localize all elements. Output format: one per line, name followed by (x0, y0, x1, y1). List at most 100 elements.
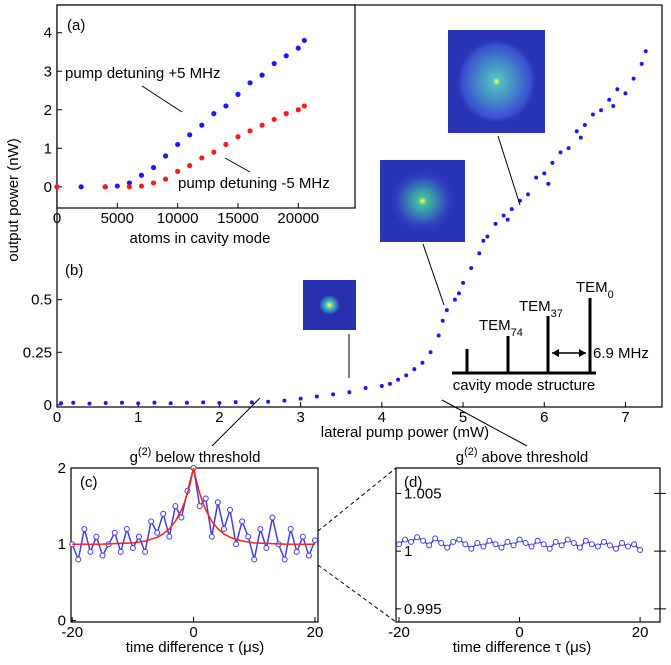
point (175, 168, 181, 175)
point (217, 401, 222, 406)
title-base: g (130, 449, 138, 466)
point (639, 61, 644, 66)
marker (396, 541, 403, 548)
point (259, 122, 265, 128)
x-axis-label: time difference τ (μs) (453, 639, 592, 656)
marker (123, 525, 130, 532)
point (175, 141, 181, 148)
point (199, 122, 205, 128)
marker (287, 525, 294, 532)
pointer (211, 397, 261, 447)
marker (444, 544, 451, 551)
point (259, 72, 265, 78)
legend-label: pump detuning +5 MHz (65, 65, 221, 82)
point (150, 180, 157, 186)
point (534, 175, 539, 180)
title-sup: (2) (464, 446, 477, 458)
y-tick-label: 1 (44, 140, 52, 157)
x-tick-label: 4 (378, 409, 386, 426)
marker (166, 533, 173, 540)
point (574, 129, 579, 134)
marker (99, 552, 106, 559)
marker (625, 543, 632, 550)
marker (202, 495, 209, 502)
mode-label: TEM74 (479, 317, 523, 339)
point (271, 60, 277, 67)
marker (510, 542, 517, 549)
mode-caption: cavity mode structure (453, 377, 596, 394)
x-tick-label: 20000 (277, 210, 319, 227)
y-tick-label: 1 (404, 543, 412, 560)
point (152, 400, 157, 405)
x-tick-label: 7 (621, 409, 629, 426)
mode-label-text: TEM (576, 279, 608, 296)
point (363, 386, 368, 391)
point (566, 146, 571, 151)
x-tick-label: 5000 (101, 210, 134, 227)
mode-spacing: 6.9 MHz (593, 345, 649, 362)
point (201, 400, 206, 405)
marker (408, 538, 415, 545)
marker (450, 538, 457, 545)
marker (293, 548, 300, 555)
point (301, 37, 307, 44)
y-tick-label: 0.25 (23, 344, 52, 361)
panel-d: -20 0 20 0.995 1 1.005(d) time difference τ (μ… (388, 467, 666, 656)
series-line (72, 467, 315, 545)
point (119, 400, 124, 405)
point (162, 176, 169, 182)
marker (474, 540, 481, 547)
marker (420, 537, 427, 544)
point (295, 45, 301, 51)
point (436, 333, 441, 338)
marker (233, 541, 240, 548)
x-tick-label: 20 (307, 624, 324, 641)
pointer (441, 399, 528, 447)
marker (93, 533, 100, 540)
y-tick-label: 2 (58, 460, 66, 477)
point (509, 207, 514, 212)
mode-image (448, 30, 545, 133)
point (103, 401, 108, 406)
plot-frame (395, 467, 661, 623)
marker (456, 536, 463, 543)
point (136, 401, 141, 406)
marker (87, 548, 94, 555)
point (611, 104, 616, 109)
x-tick-label: -20 (61, 624, 83, 641)
point (444, 308, 449, 313)
panel-title: g(2) below threshold (130, 446, 261, 466)
point (102, 184, 108, 190)
y-tick-label: 2 (44, 102, 52, 119)
marker (540, 541, 547, 548)
mode-label: TEM0 (576, 279, 614, 301)
marker (570, 540, 577, 547)
point (412, 367, 417, 372)
marker (402, 536, 409, 543)
point (266, 399, 271, 404)
x-tick-label: 10000 (157, 210, 199, 227)
point (599, 108, 604, 113)
arrow-heads (552, 349, 586, 357)
marker (160, 510, 167, 517)
marker (582, 537, 589, 544)
point (168, 401, 173, 406)
y-tick-label: 3 (44, 63, 52, 80)
point (469, 266, 474, 271)
marker (281, 556, 288, 563)
zoom-line (317, 467, 397, 532)
point (223, 103, 229, 109)
y-tick-label: 0.995 (404, 601, 442, 618)
point (247, 80, 253, 86)
point (582, 122, 587, 127)
panel-label: (c) (80, 474, 98, 491)
marker (468, 545, 475, 552)
title-base: g (456, 449, 464, 466)
point (477, 251, 482, 256)
x-tick-label: 0 (189, 624, 197, 641)
y-tick-label: 0 (44, 397, 52, 414)
x-axis-label: time difference τ (μs) (126, 639, 265, 656)
point (404, 373, 409, 378)
y-tick-label: 0 (44, 179, 52, 196)
